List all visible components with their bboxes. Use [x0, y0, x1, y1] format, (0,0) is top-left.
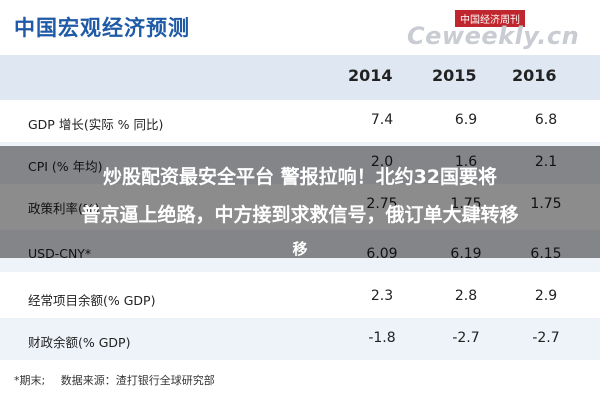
table-row: 经常项目余额(% GDP) 2.3 2.8 2.9 — [0, 276, 600, 318]
cell-value: 2.75 — [366, 196, 398, 212]
cell-value: 6.9 — [454, 112, 478, 128]
cell-value: 6.19 — [450, 246, 482, 262]
cell-value: 1.75 — [450, 196, 482, 212]
cell-value: 1.6 — [454, 154, 478, 170]
cell-value: 6.09 — [366, 246, 398, 262]
watermark-logo: 中国经济周刊 Ceweekly.cn — [407, 8, 582, 56]
footnote: *期末; 数据来源：渣打银行全球研究部 — [14, 372, 227, 388]
table-header — [0, 55, 600, 100]
cell-value: -1.8 — [368, 330, 396, 346]
news-headline-banner[interactable]: 炒股配资最安全平台 警报拉响！北约32国要将 普京逼上绝路，中方接到求救信号，俄… — [0, 146, 600, 258]
cell-value: 7.4 — [370, 112, 394, 128]
row-label: 政策利率(%) — [28, 201, 100, 216]
row-label: 财政余额(% GDP) — [28, 335, 131, 350]
table-row: 政策利率(%) 2.75 1.75 1.75 — [0, 184, 600, 226]
cell-value: -2.7 — [532, 330, 560, 346]
cell-value: 2.9 — [534, 288, 558, 304]
headline-line-3: 移 — [292, 240, 308, 258]
cell-value: 2.0 — [370, 154, 394, 170]
table-row: 财政余额(% GDP) -1.8 -2.7 -2.7 — [0, 318, 600, 360]
page-title: 中国宏观经济预测 — [14, 16, 190, 40]
column-header-2016: 2016 — [512, 66, 557, 85]
footnote-source: 数据来源：渣打银行全球研究部 — [60, 374, 215, 387]
row-label: 经常项目余额(% GDP) — [28, 293, 156, 308]
cell-value: -2.7 — [452, 330, 480, 346]
cell-value: 2.3 — [370, 288, 394, 304]
table-row: GDP 增长(实际 % 同比) 7.4 6.9 6.8 — [0, 100, 600, 142]
column-header-2015: 2015 — [432, 66, 477, 85]
footnote-period: *期末; — [14, 374, 46, 387]
row-label: GDP 增长(实际 % 同比) — [28, 117, 164, 132]
cell-value: 6.15 — [530, 246, 562, 262]
cell-value: 2.1 — [534, 154, 558, 170]
headline-line-2: 普京逼上绝路，中方接到求救信号，俄订单大肆转移 — [81, 204, 519, 226]
headline-line-1: 炒股配资最安全平台 警报拉响！北约32国要将 — [102, 166, 498, 188]
table-row: CPI (% 年均) 2.0 1.6 2.1 — [0, 142, 600, 184]
cell-value: 1.75 — [530, 196, 562, 212]
row-label: USD-CNY* — [28, 246, 92, 261]
row-label: CPI (% 年均) — [28, 159, 103, 174]
table-row: USD-CNY* 6.09 6.19 6.15 — [0, 230, 600, 272]
column-header-2014: 2014 — [348, 66, 393, 85]
watermark-text: Ceweekly.cn — [407, 22, 580, 50]
cell-value: 6.8 — [534, 112, 558, 128]
watermark-tag: 中国经济周刊 — [455, 10, 525, 27]
cell-value: 2.8 — [454, 288, 478, 304]
